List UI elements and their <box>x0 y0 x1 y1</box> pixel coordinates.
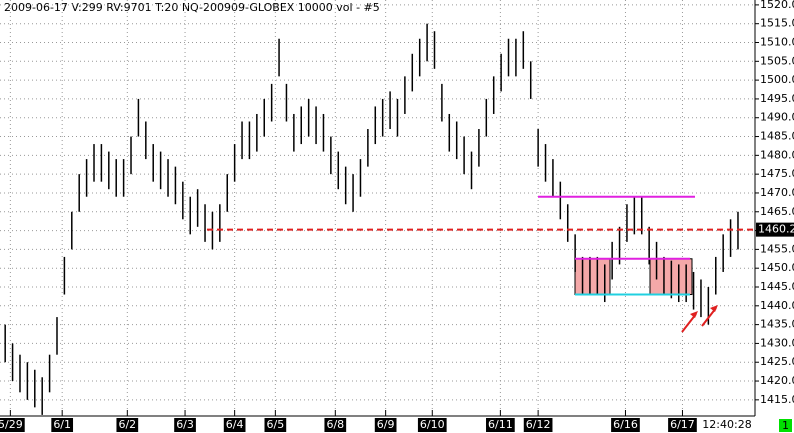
x-tick-label: 6/17 <box>670 418 695 431</box>
y-tick-label: 1505.00 <box>760 54 794 67</box>
y-tick-label: 1495.00 <box>760 92 794 105</box>
y-tick-label: 1485.00 <box>760 130 794 143</box>
x-tick-label-bg <box>174 418 196 432</box>
x-tick-label: 6/11 <box>488 418 513 431</box>
x-tick-label: 6/10 <box>420 418 445 431</box>
x-tick-label-bg <box>523 418 553 432</box>
y-tick-label: 1480.00 <box>760 148 794 161</box>
x-tick-label-bg <box>486 418 515 432</box>
y-tick-label: 1475.00 <box>760 167 794 180</box>
last-price-label: 1460.25 <box>758 223 794 236</box>
x-tick-label-bg <box>668 418 697 432</box>
x-tick-label-bg <box>0 418 25 432</box>
y-tick-label: 1520.00 <box>760 0 794 11</box>
x-tick-label: 6/16 <box>613 418 638 431</box>
y-tick-label: 1500.00 <box>760 73 794 86</box>
y-tick-label: 1465.00 <box>760 205 794 218</box>
x-tick-label-bg <box>264 418 287 432</box>
x-tick-label: 6/4 <box>226 418 244 431</box>
x-tick-label-bg <box>116 418 139 432</box>
x-tick-label-bg <box>324 418 347 432</box>
corner-box <box>779 419 792 432</box>
y-tick-label: 1455.00 <box>760 242 794 255</box>
x-tick-label: 6/2 <box>118 418 136 431</box>
x-tick-label: 6/3 <box>176 418 194 431</box>
y-tick-label: 1510.00 <box>760 36 794 49</box>
y-tick-label: 1430.00 <box>760 336 794 349</box>
x-tick-label: 6/1 <box>53 418 71 431</box>
x-tick-label: 6/12 <box>526 418 551 431</box>
x-tick-label-bg <box>223 418 246 432</box>
x-tick-label-bg <box>374 418 397 432</box>
y-tick-label: 1425.00 <box>760 355 794 368</box>
y-tick-label: 1515.00 <box>760 17 794 30</box>
x-tick-label: 6/5 <box>267 418 285 431</box>
arrow-head <box>710 305 718 312</box>
x-tick-label: 5/29 <box>0 418 23 431</box>
x-tick-label-bg <box>51 418 74 432</box>
y-tick-label: 1445.00 <box>760 280 794 293</box>
y-tick-label: 1435.00 <box>760 318 794 331</box>
y-tick-label: 1440.00 <box>760 299 794 312</box>
arrow-head <box>690 311 698 318</box>
arrow <box>681 313 697 333</box>
last-price-bg <box>756 222 794 237</box>
y-tick-label: 1470.00 <box>760 186 794 199</box>
y-tick-label: 1490.00 <box>760 111 794 124</box>
corner-label: 1 <box>782 419 789 432</box>
chart-title: 2009-06-17 V:299 RV:9701 T:20 NQ-200909-… <box>4 1 380 14</box>
arrow <box>701 307 717 327</box>
y-tick-label: 1420.00 <box>760 374 794 387</box>
x-tick-label: 6/9 <box>377 418 395 431</box>
time-label: 12:40:28 <box>702 418 751 431</box>
x-tick-label-bg <box>611 418 640 432</box>
x-tick-label-bg <box>417 418 447 432</box>
y-tick-label: 1415.00 <box>760 393 794 406</box>
x-tick-label: 6/8 <box>326 418 344 431</box>
y-tick-label: 1450.00 <box>760 261 794 274</box>
